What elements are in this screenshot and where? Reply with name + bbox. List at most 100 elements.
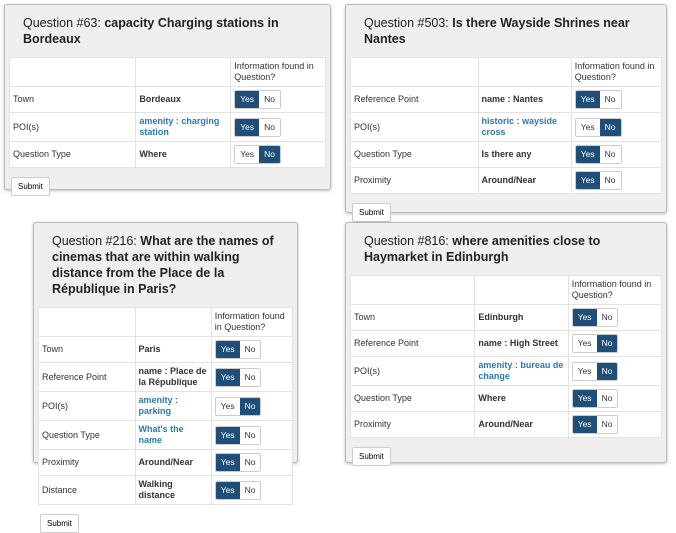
no-button[interactable]: No [596,309,618,326]
no-button[interactable]: No [596,416,618,433]
yes-button[interactable]: Yes [572,416,597,433]
no-button[interactable]: No [596,390,618,407]
header-cell: Information found in Question? [567,275,663,305]
field-value: amenity : charging station [135,112,232,142]
yes-button[interactable]: Yes [572,362,597,380]
submit-button[interactable]: Submit [352,447,391,466]
no-button[interactable]: No [239,397,261,415]
yes-button[interactable]: Yes [572,309,597,326]
field-label: Town [38,336,136,363]
yes-button[interactable]: Yes [235,118,260,136]
no-button[interactable]: No [259,118,280,136]
field-value: name : Nantes [477,86,572,113]
submit-button[interactable]: Submit [11,177,50,196]
header-cell [349,275,476,305]
yes-no-toggle: Yes No [214,396,262,416]
no-button[interactable]: No [239,368,261,386]
toggle-cell: Yes No [230,141,326,168]
field-label: Reference Point [38,362,136,392]
no-button[interactable]: No [239,426,261,444]
yes-button[interactable]: Yes [572,335,597,352]
question-title: Question #63: capacity Charging stations… [23,15,312,47]
yes-button[interactable]: Yes [575,146,600,163]
yes-button[interactable]: Yes [572,390,597,407]
field-value: What's the name [134,420,212,450]
toggle-cell: Yes No [570,167,663,194]
no-button[interactable]: No [239,481,261,499]
field-row: Reference Point name : High Street Yes No [349,330,663,357]
yes-no-toggle: Yes No [214,340,262,359]
header-cell [474,275,569,305]
field-row: POI(s) amenity : bureau de change Yes No [349,356,663,386]
yes-button[interactable]: Yes [215,397,240,415]
field-label: Proximity [38,449,136,476]
no-button[interactable]: No [599,172,621,189]
toggle-cell: Yes No [210,336,294,363]
question-text: capacity Charging stations in Bordeaux [23,16,279,46]
no-button[interactable]: No [239,341,261,358]
field-row: Reference Point name : Place de la Républ… [38,362,294,392]
no-button[interactable]: No [259,146,280,163]
no-button[interactable]: No [259,91,280,108]
field-value: Edinburgh [474,304,569,331]
yes-button[interactable]: Yes [215,454,240,471]
no-button[interactable]: No [239,454,261,471]
question-number: Question #216: [52,234,137,248]
yes-no-toggle: Yes No [574,117,622,137]
no-button[interactable]: No [599,91,621,108]
yes-no-toggle: Yes No [571,415,619,434]
question-text: Is there Wayside Shrines near Nantes [364,16,630,46]
question-title: Question #816: where amenities close to … [364,233,648,265]
field-table: Information found in Question? Town Edinbu… [349,275,663,438]
submit-button[interactable]: Submit [40,514,79,533]
field-label: POI(s) [38,391,136,421]
yes-button[interactable]: Yes [215,341,240,358]
yes-button[interactable]: Yes [575,118,600,136]
yes-button[interactable]: Yes [575,172,600,189]
yes-button[interactable]: Yes [215,481,240,499]
question-panel: Question #816: where amenities close to … [345,222,667,466]
yes-button[interactable]: Yes [235,146,260,163]
field-row: Town Paris Yes No [38,336,294,363]
toggle-cell: Yes No [210,420,294,450]
yes-button[interactable]: Yes [235,91,260,108]
field-row: Question Type Where Yes No [349,385,663,412]
question-panel: Question #216: What are the names of cin… [33,222,298,533]
field-label: Town [8,86,137,113]
yes-no-toggle: Yes No [574,145,622,164]
field-row: Proximity Around/Near Yes No [349,411,663,438]
field-label: POI(s) [350,112,479,142]
field-value: Where [474,385,569,412]
no-button[interactable]: No [596,362,618,380]
toggle-cell: Yes No [230,86,326,113]
yes-button[interactable]: Yes [575,91,600,108]
question-number: Question #63: [23,16,101,30]
yes-button[interactable]: Yes [215,368,240,386]
field-row: POI(s) historic : wayside cross Yes No [350,112,663,142]
toggle-cell: Yes No [567,411,663,438]
field-row: POI(s) amenity : charging station Yes No [8,112,326,142]
field-value: Around/Near [134,449,212,476]
field-row: Question Type Is there any Yes No [350,141,663,168]
yes-button[interactable]: Yes [215,426,240,444]
yes-no-toggle: Yes No [571,308,619,327]
toggle-cell: Yes No [210,449,294,476]
yes-no-toggle: Yes No [234,145,281,164]
toggle-cell: Yes No [230,112,326,142]
toggle-cell: Yes No [210,391,294,421]
question-panel: Question #63: capacity Charging stations… [4,4,331,196]
field-table: Information found in Question? Town Bordea… [8,57,326,168]
submit-button[interactable]: Submit [352,203,391,222]
no-button[interactable]: No [596,335,618,352]
no-button[interactable]: No [599,118,621,136]
yes-no-toggle: Yes No [214,453,262,472]
field-value: Bordeaux [135,86,232,113]
toggle-cell: Yes No [570,141,663,168]
field-row: Distance Walking distance Yes No [38,475,294,505]
header-cell [8,57,137,87]
no-button[interactable]: No [599,146,621,163]
page: Question #63: capacity Charging stations… [4,4,667,533]
field-label: Proximity [350,167,479,194]
question-number: Question #503: [364,16,449,30]
toggle-cell: Yes No [210,362,294,392]
